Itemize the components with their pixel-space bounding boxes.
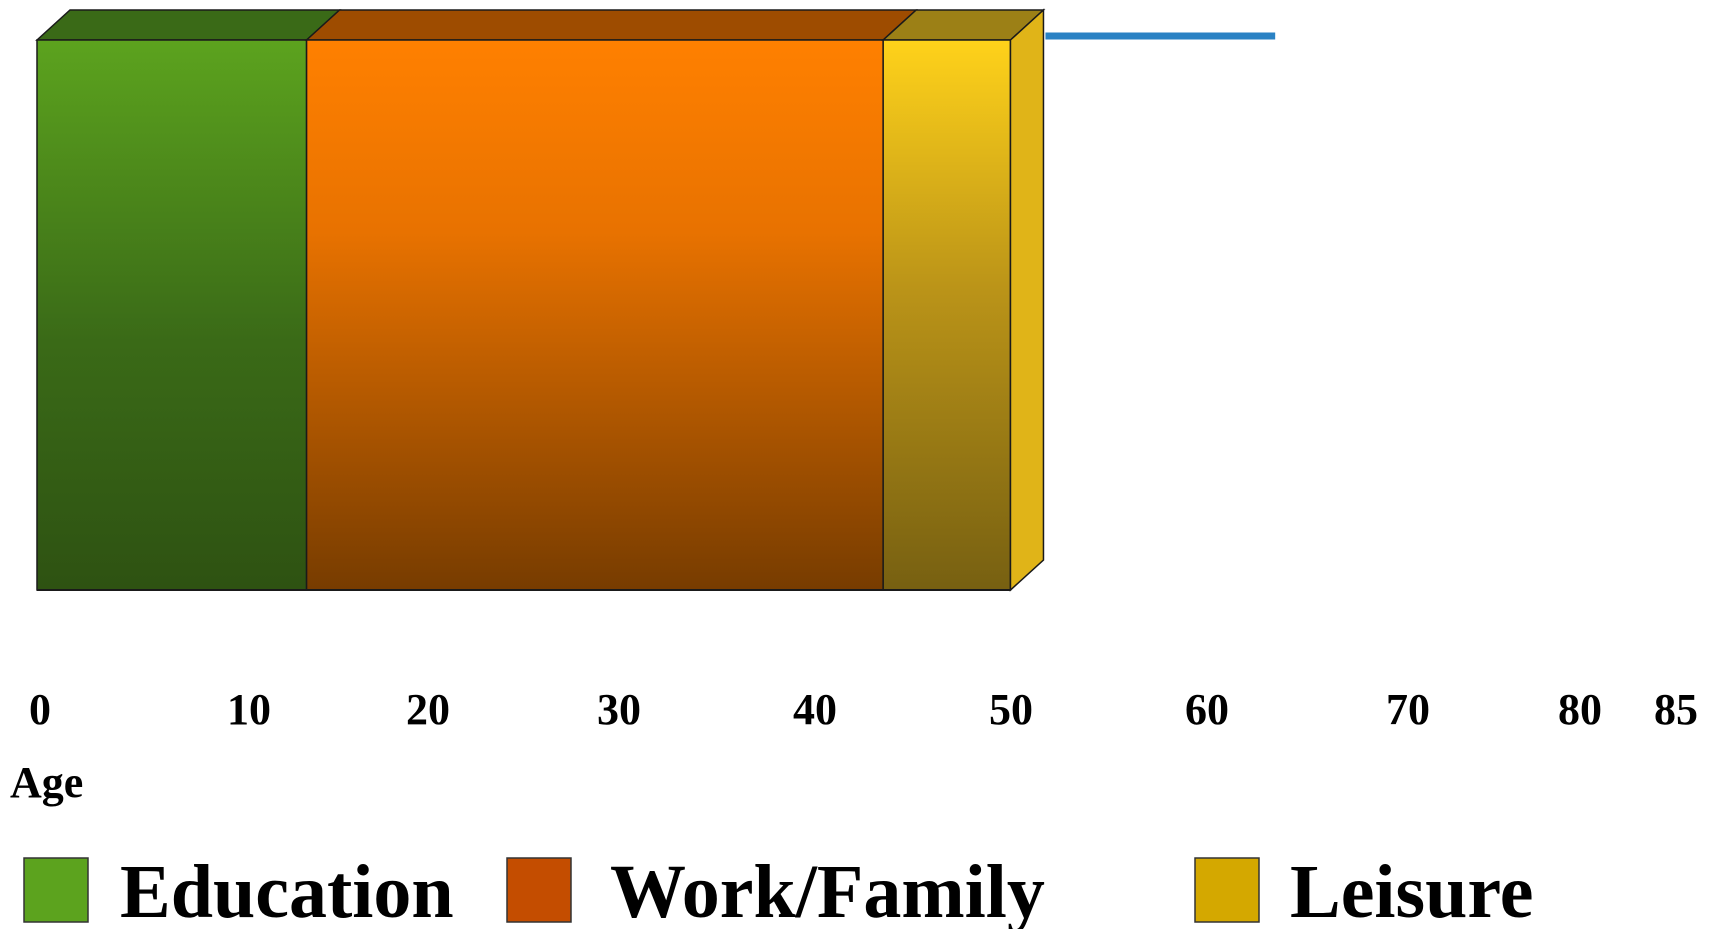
- x-tick-label: 50: [989, 685, 1033, 734]
- bar-top-education: [35, 9, 342, 41]
- x-tick-label: 80: [1558, 685, 1602, 734]
- legend: Education Work/Family Leisure: [23, 850, 1533, 929]
- x-axis-ticks: 0 10 20 30 40 50 60 70 80 85: [29, 685, 1698, 734]
- x-tick-label: 60: [1185, 685, 1229, 734]
- legend-swatch-education: [23, 857, 89, 923]
- x-tick-label: 85: [1654, 685, 1698, 734]
- x-tick-label: 10: [227, 685, 271, 734]
- bar-side-leisure: [1009, 8, 1045, 592]
- legend-swatch-leisure: [1194, 857, 1260, 923]
- x-tick-label: 0: [29, 685, 51, 734]
- x-tick-label: 30: [597, 685, 641, 734]
- legend-label-work-family: Work/Family: [610, 850, 1045, 929]
- bar-segment-work-family: [305, 39, 884, 591]
- x-tick-label: 20: [406, 685, 450, 734]
- legend-swatch-work-family: [506, 857, 572, 923]
- legend-label-leisure: Leisure: [1290, 850, 1533, 929]
- bar-segment-leisure: [882, 39, 1012, 591]
- x-axis-label: Age: [10, 758, 83, 807]
- x-tick-label: 70: [1386, 685, 1430, 734]
- legend-label-education: Education: [120, 850, 454, 929]
- bar-segment-education: [36, 39, 308, 591]
- bar-top-work-family: [304, 9, 919, 41]
- bar-segments: [35, 8, 1046, 592]
- x-tick-label: 40: [793, 685, 837, 734]
